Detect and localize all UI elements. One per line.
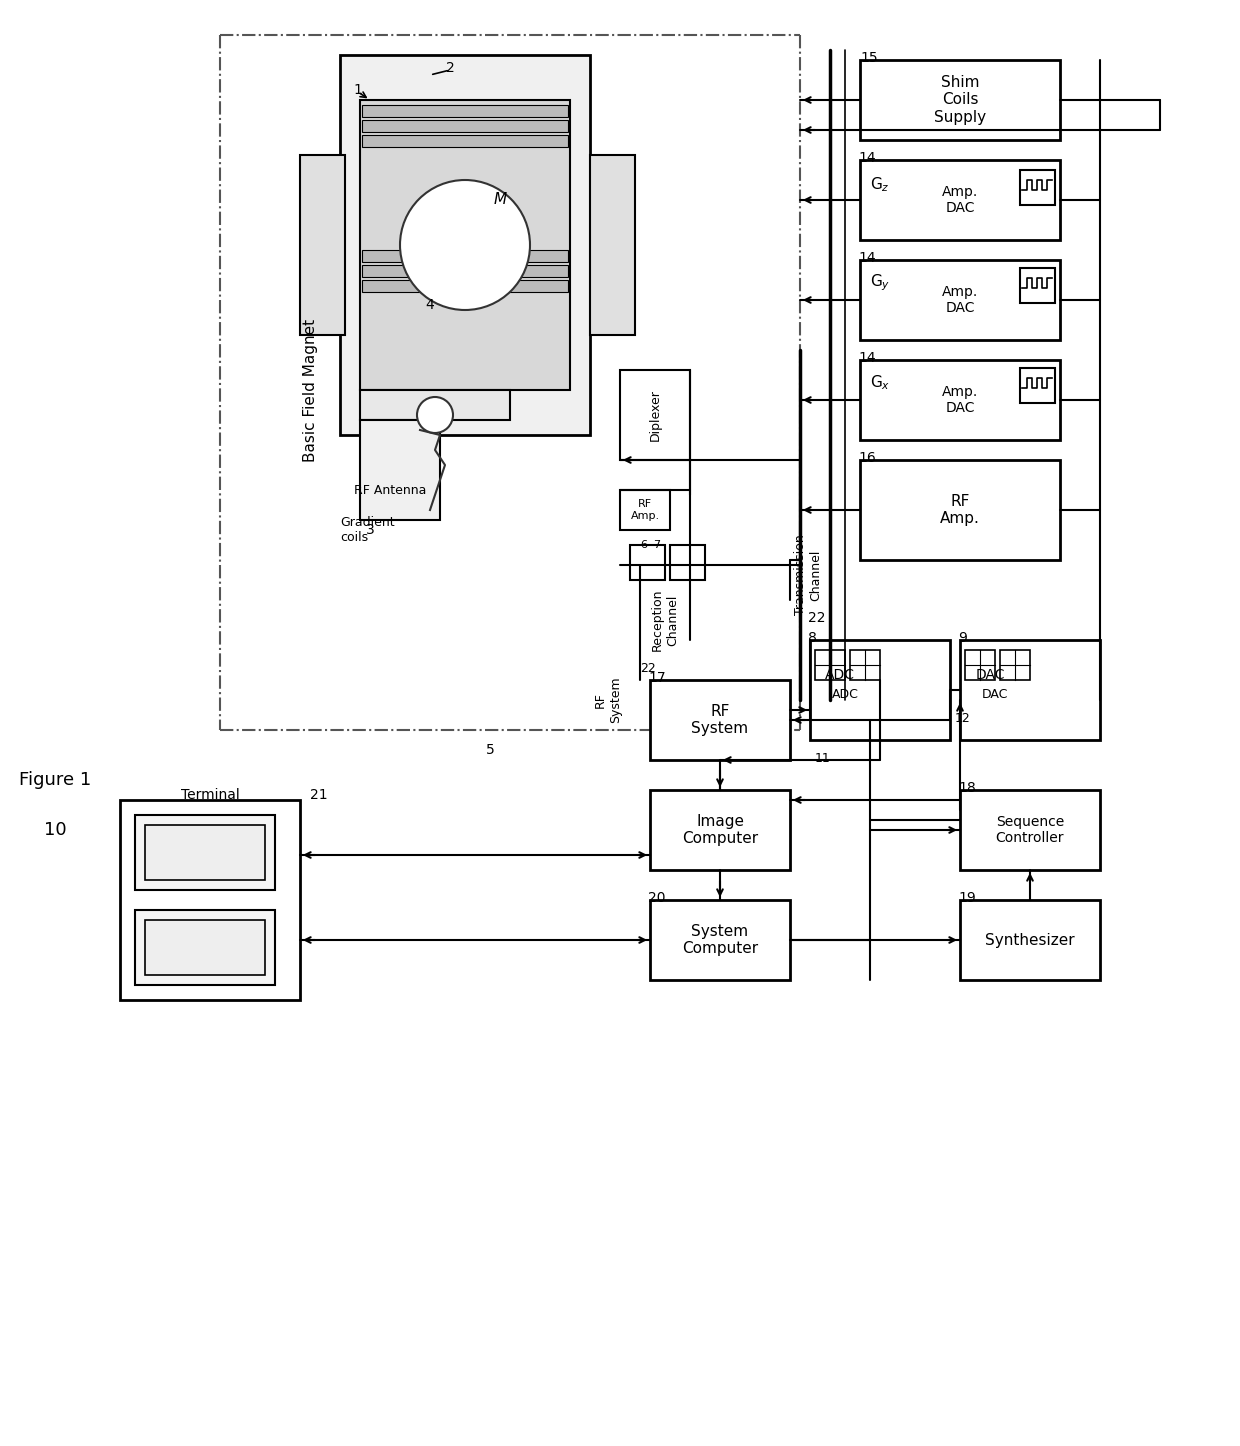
Bar: [861, 260, 1060, 340]
Text: Shim
Coils
Supply: Shim Coils Supply: [934, 75, 986, 124]
Bar: [145, 826, 265, 881]
Text: 5: 5: [486, 743, 495, 758]
Bar: [362, 250, 568, 262]
Text: 7: 7: [653, 539, 660, 549]
Circle shape: [401, 179, 529, 309]
Bar: [861, 59, 1060, 140]
Text: Synthesizer: Synthesizer: [986, 933, 1075, 947]
Text: G$_z$: G$_z$: [870, 175, 890, 194]
Text: 22: 22: [808, 612, 826, 625]
Bar: [965, 651, 994, 680]
Text: Amp.
DAC: Amp. DAC: [942, 185, 978, 215]
Text: 12: 12: [955, 711, 971, 724]
Text: Gradient
coils: Gradient coils: [340, 516, 394, 544]
Bar: [960, 641, 1100, 740]
Bar: [670, 545, 706, 580]
Text: Image
Computer: Image Computer: [682, 814, 758, 846]
Bar: [630, 545, 665, 580]
Text: DAC: DAC: [975, 668, 1004, 683]
Text: 21: 21: [310, 788, 327, 803]
Bar: [360, 419, 440, 521]
Text: Transmission
Channel: Transmission Channel: [794, 535, 822, 616]
Bar: [362, 106, 568, 117]
Text: 6: 6: [640, 539, 647, 549]
Text: 3: 3: [366, 523, 374, 536]
Text: ADC: ADC: [832, 688, 858, 701]
Text: 17: 17: [649, 671, 666, 685]
Text: 8: 8: [808, 630, 817, 645]
Text: 4: 4: [425, 298, 434, 312]
Text: 22: 22: [640, 661, 656, 674]
Bar: [650, 680, 790, 761]
Text: ADC: ADC: [825, 668, 856, 683]
Text: Terminal: Terminal: [181, 788, 239, 803]
Bar: [360, 390, 510, 419]
Text: 15: 15: [861, 51, 878, 65]
Bar: [362, 265, 568, 278]
Text: RF Antenna: RF Antenna: [353, 483, 427, 496]
Bar: [861, 161, 1060, 240]
Bar: [620, 490, 670, 531]
Bar: [362, 120, 568, 132]
Text: 19: 19: [959, 891, 976, 905]
Text: Sequence
Controller: Sequence Controller: [996, 816, 1064, 844]
Bar: [999, 651, 1030, 680]
Text: System
Computer: System Computer: [682, 924, 758, 956]
Text: 14: 14: [858, 252, 875, 265]
Bar: [620, 370, 689, 460]
Text: 2: 2: [445, 61, 454, 75]
Bar: [120, 800, 300, 1001]
Bar: [590, 155, 635, 335]
Bar: [135, 816, 275, 889]
Text: Figure 1: Figure 1: [19, 771, 91, 790]
Text: RF
System: RF System: [594, 677, 622, 723]
Text: G$_y$: G$_y$: [870, 273, 890, 294]
Text: 1: 1: [353, 82, 362, 97]
Bar: [861, 360, 1060, 440]
Text: RF
Amp.: RF Amp.: [630, 499, 660, 521]
Circle shape: [417, 398, 453, 432]
Text: M: M: [494, 192, 507, 207]
Bar: [360, 100, 570, 390]
Text: 11: 11: [815, 752, 831, 765]
Text: 10: 10: [43, 821, 66, 839]
Text: 18: 18: [959, 781, 976, 795]
Bar: [849, 651, 880, 680]
Bar: [362, 281, 568, 292]
Bar: [340, 55, 590, 435]
Bar: [145, 920, 265, 975]
Bar: [650, 790, 790, 870]
Text: 14: 14: [858, 150, 875, 165]
Text: 20: 20: [649, 891, 666, 905]
Bar: [815, 651, 844, 680]
Text: Amp.
DAC: Amp. DAC: [942, 385, 978, 415]
Text: DAC: DAC: [982, 688, 1008, 701]
Bar: [650, 899, 790, 980]
Bar: [1021, 171, 1055, 205]
Text: RF
Amp.: RF Amp.: [940, 493, 980, 526]
Bar: [1021, 367, 1055, 403]
Bar: [135, 910, 275, 985]
Bar: [300, 155, 345, 335]
Bar: [810, 641, 950, 740]
Bar: [960, 899, 1100, 980]
Text: RF
System: RF System: [692, 704, 749, 736]
Bar: [1021, 268, 1055, 304]
Bar: [861, 460, 1060, 560]
Text: 16: 16: [858, 451, 875, 466]
Text: G$_x$: G$_x$: [870, 373, 890, 392]
Bar: [362, 134, 568, 147]
Text: Reception
Channel: Reception Channel: [651, 589, 680, 651]
Text: Amp.
DAC: Amp. DAC: [942, 285, 978, 315]
Bar: [960, 790, 1100, 870]
Text: 9: 9: [959, 630, 967, 645]
Text: 14: 14: [858, 351, 875, 364]
Text: Diplexer: Diplexer: [649, 389, 661, 441]
Text: Basic Field Magnet: Basic Field Magnet: [303, 318, 317, 461]
